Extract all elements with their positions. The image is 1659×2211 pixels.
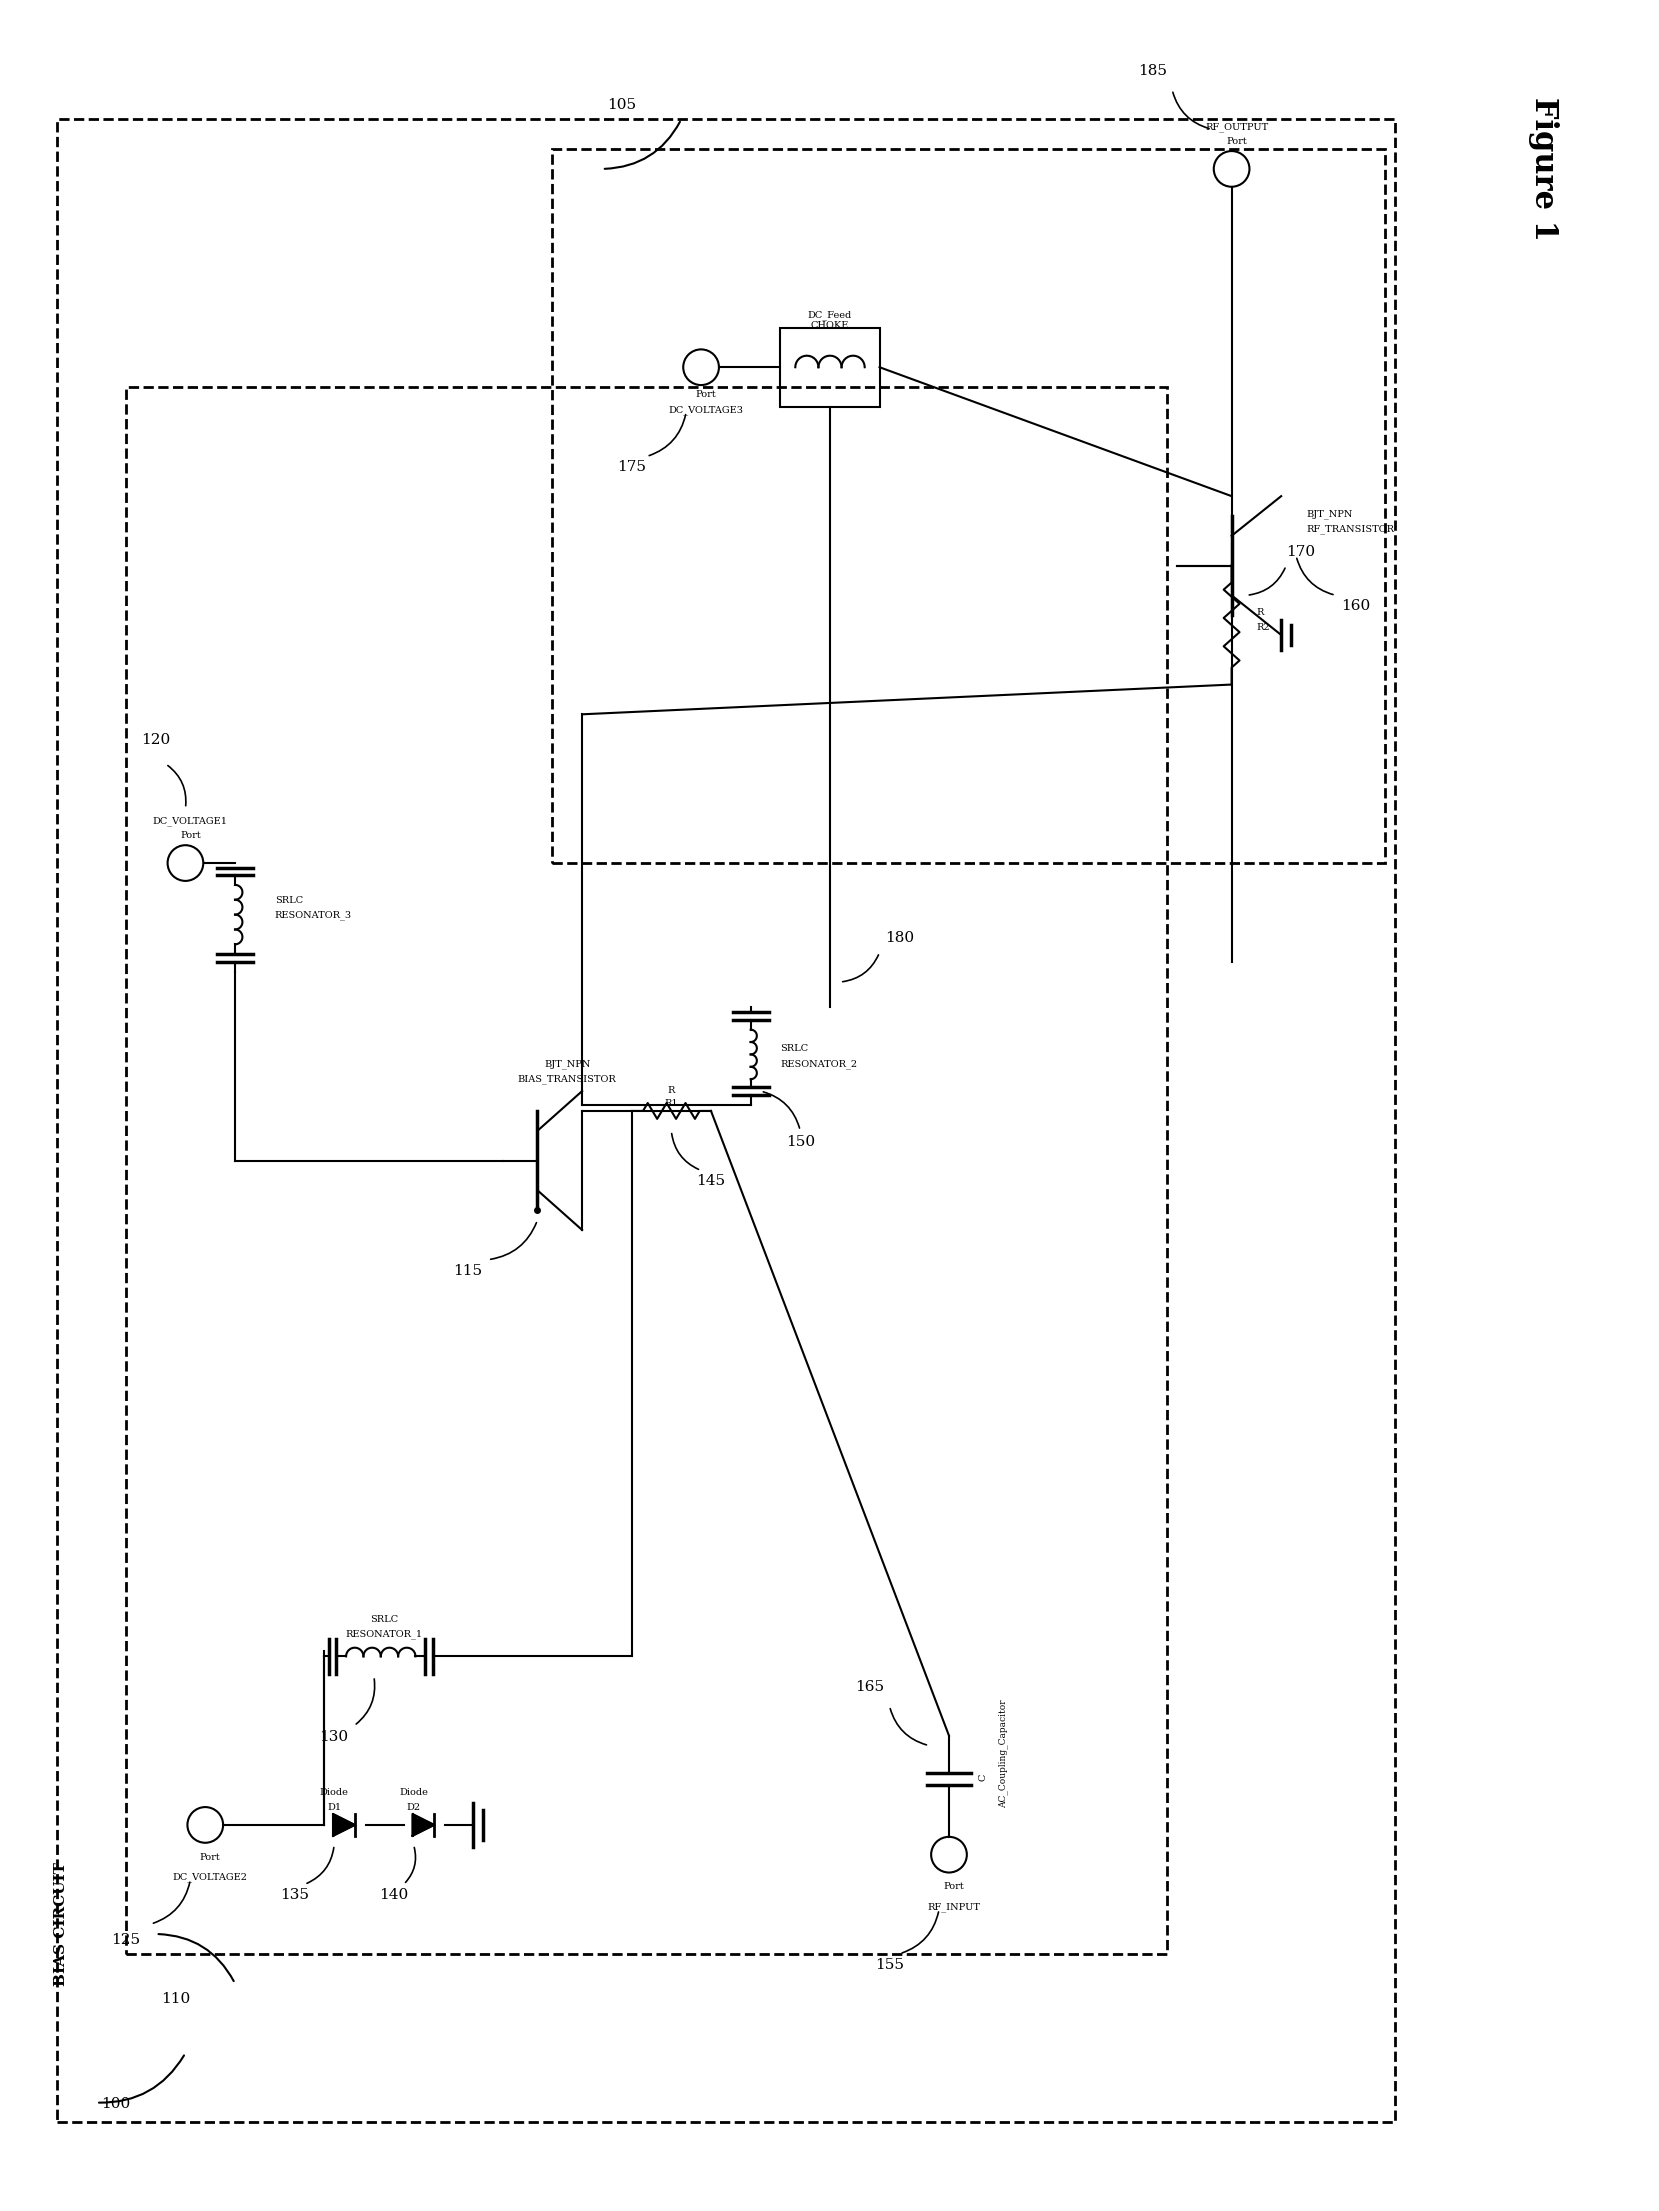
Text: BIAS CIRCUIT: BIAS CIRCUIT xyxy=(55,1862,68,1985)
Text: Port: Port xyxy=(944,1882,964,1890)
Text: RESONATOR_1: RESONATOR_1 xyxy=(345,1630,423,1638)
Polygon shape xyxy=(413,1813,435,1835)
Text: RF_OUTPUT: RF_OUTPUT xyxy=(1204,122,1267,133)
Text: Port: Port xyxy=(1226,137,1248,146)
Text: 125: 125 xyxy=(111,1932,141,1948)
Text: BIAS_TRANSISTOR: BIAS_TRANSISTOR xyxy=(518,1075,617,1083)
Text: Port: Port xyxy=(181,831,201,840)
Text: Diode: Diode xyxy=(400,1789,428,1798)
Text: 155: 155 xyxy=(874,1957,904,1972)
Bar xyxy=(552,148,1385,862)
Text: D2: D2 xyxy=(406,1802,421,1813)
Bar xyxy=(126,387,1168,1955)
Text: BJT_NPN: BJT_NPN xyxy=(1306,509,1352,520)
Text: RESONATOR_3: RESONATOR_3 xyxy=(275,911,352,920)
Polygon shape xyxy=(333,1813,355,1835)
Bar xyxy=(780,327,879,407)
Text: 165: 165 xyxy=(854,1680,884,1694)
Text: 140: 140 xyxy=(378,1888,408,1901)
Text: RF_INPUT: RF_INPUT xyxy=(927,1901,980,1913)
Text: RESONATOR_2: RESONATOR_2 xyxy=(780,1059,858,1068)
Text: R: R xyxy=(1256,608,1264,617)
Text: R1: R1 xyxy=(665,1099,679,1108)
Text: 170: 170 xyxy=(1286,544,1316,559)
Text: Diode: Diode xyxy=(320,1789,348,1798)
Text: Port: Port xyxy=(199,1853,221,1862)
Text: DC_VOLTAGE3: DC_VOLTAGE3 xyxy=(669,405,743,413)
Text: SRLC: SRLC xyxy=(780,1044,808,1052)
Text: 130: 130 xyxy=(320,1729,348,1744)
Text: AC_Coupling_Capacitor: AC_Coupling_Capacitor xyxy=(999,1700,1009,1809)
Text: 115: 115 xyxy=(453,1262,483,1278)
Text: 150: 150 xyxy=(786,1134,815,1150)
Text: DC_Feed: DC_Feed xyxy=(808,312,853,321)
Text: DC_VOLTAGE2: DC_VOLTAGE2 xyxy=(173,1873,247,1882)
Text: Figure 1: Figure 1 xyxy=(1528,97,1559,241)
Text: CHOKE: CHOKE xyxy=(811,321,849,329)
Text: R: R xyxy=(667,1086,675,1094)
Text: 145: 145 xyxy=(697,1174,725,1187)
Text: 120: 120 xyxy=(141,734,171,747)
Text: SRLC: SRLC xyxy=(275,895,304,904)
Text: 160: 160 xyxy=(1340,599,1370,612)
Text: DC_VOLTAGE1: DC_VOLTAGE1 xyxy=(153,816,227,827)
Text: Port: Port xyxy=(695,389,717,398)
Bar xyxy=(56,119,1395,2123)
Text: 135: 135 xyxy=(280,1888,309,1901)
Text: C: C xyxy=(979,1773,987,1782)
Text: D1: D1 xyxy=(327,1802,342,1813)
Text: 180: 180 xyxy=(884,931,914,946)
Text: 175: 175 xyxy=(617,460,645,475)
Text: 185: 185 xyxy=(1138,64,1166,77)
Text: SRLC: SRLC xyxy=(370,1614,398,1623)
Text: 100: 100 xyxy=(101,2096,131,2112)
Text: 110: 110 xyxy=(161,1992,191,2005)
Text: 105: 105 xyxy=(607,99,637,113)
Text: BJT_NPN: BJT_NPN xyxy=(544,1059,591,1068)
Text: RF_TRANSISTOR: RF_TRANSISTOR xyxy=(1306,524,1394,533)
Text: R2: R2 xyxy=(1256,624,1271,632)
